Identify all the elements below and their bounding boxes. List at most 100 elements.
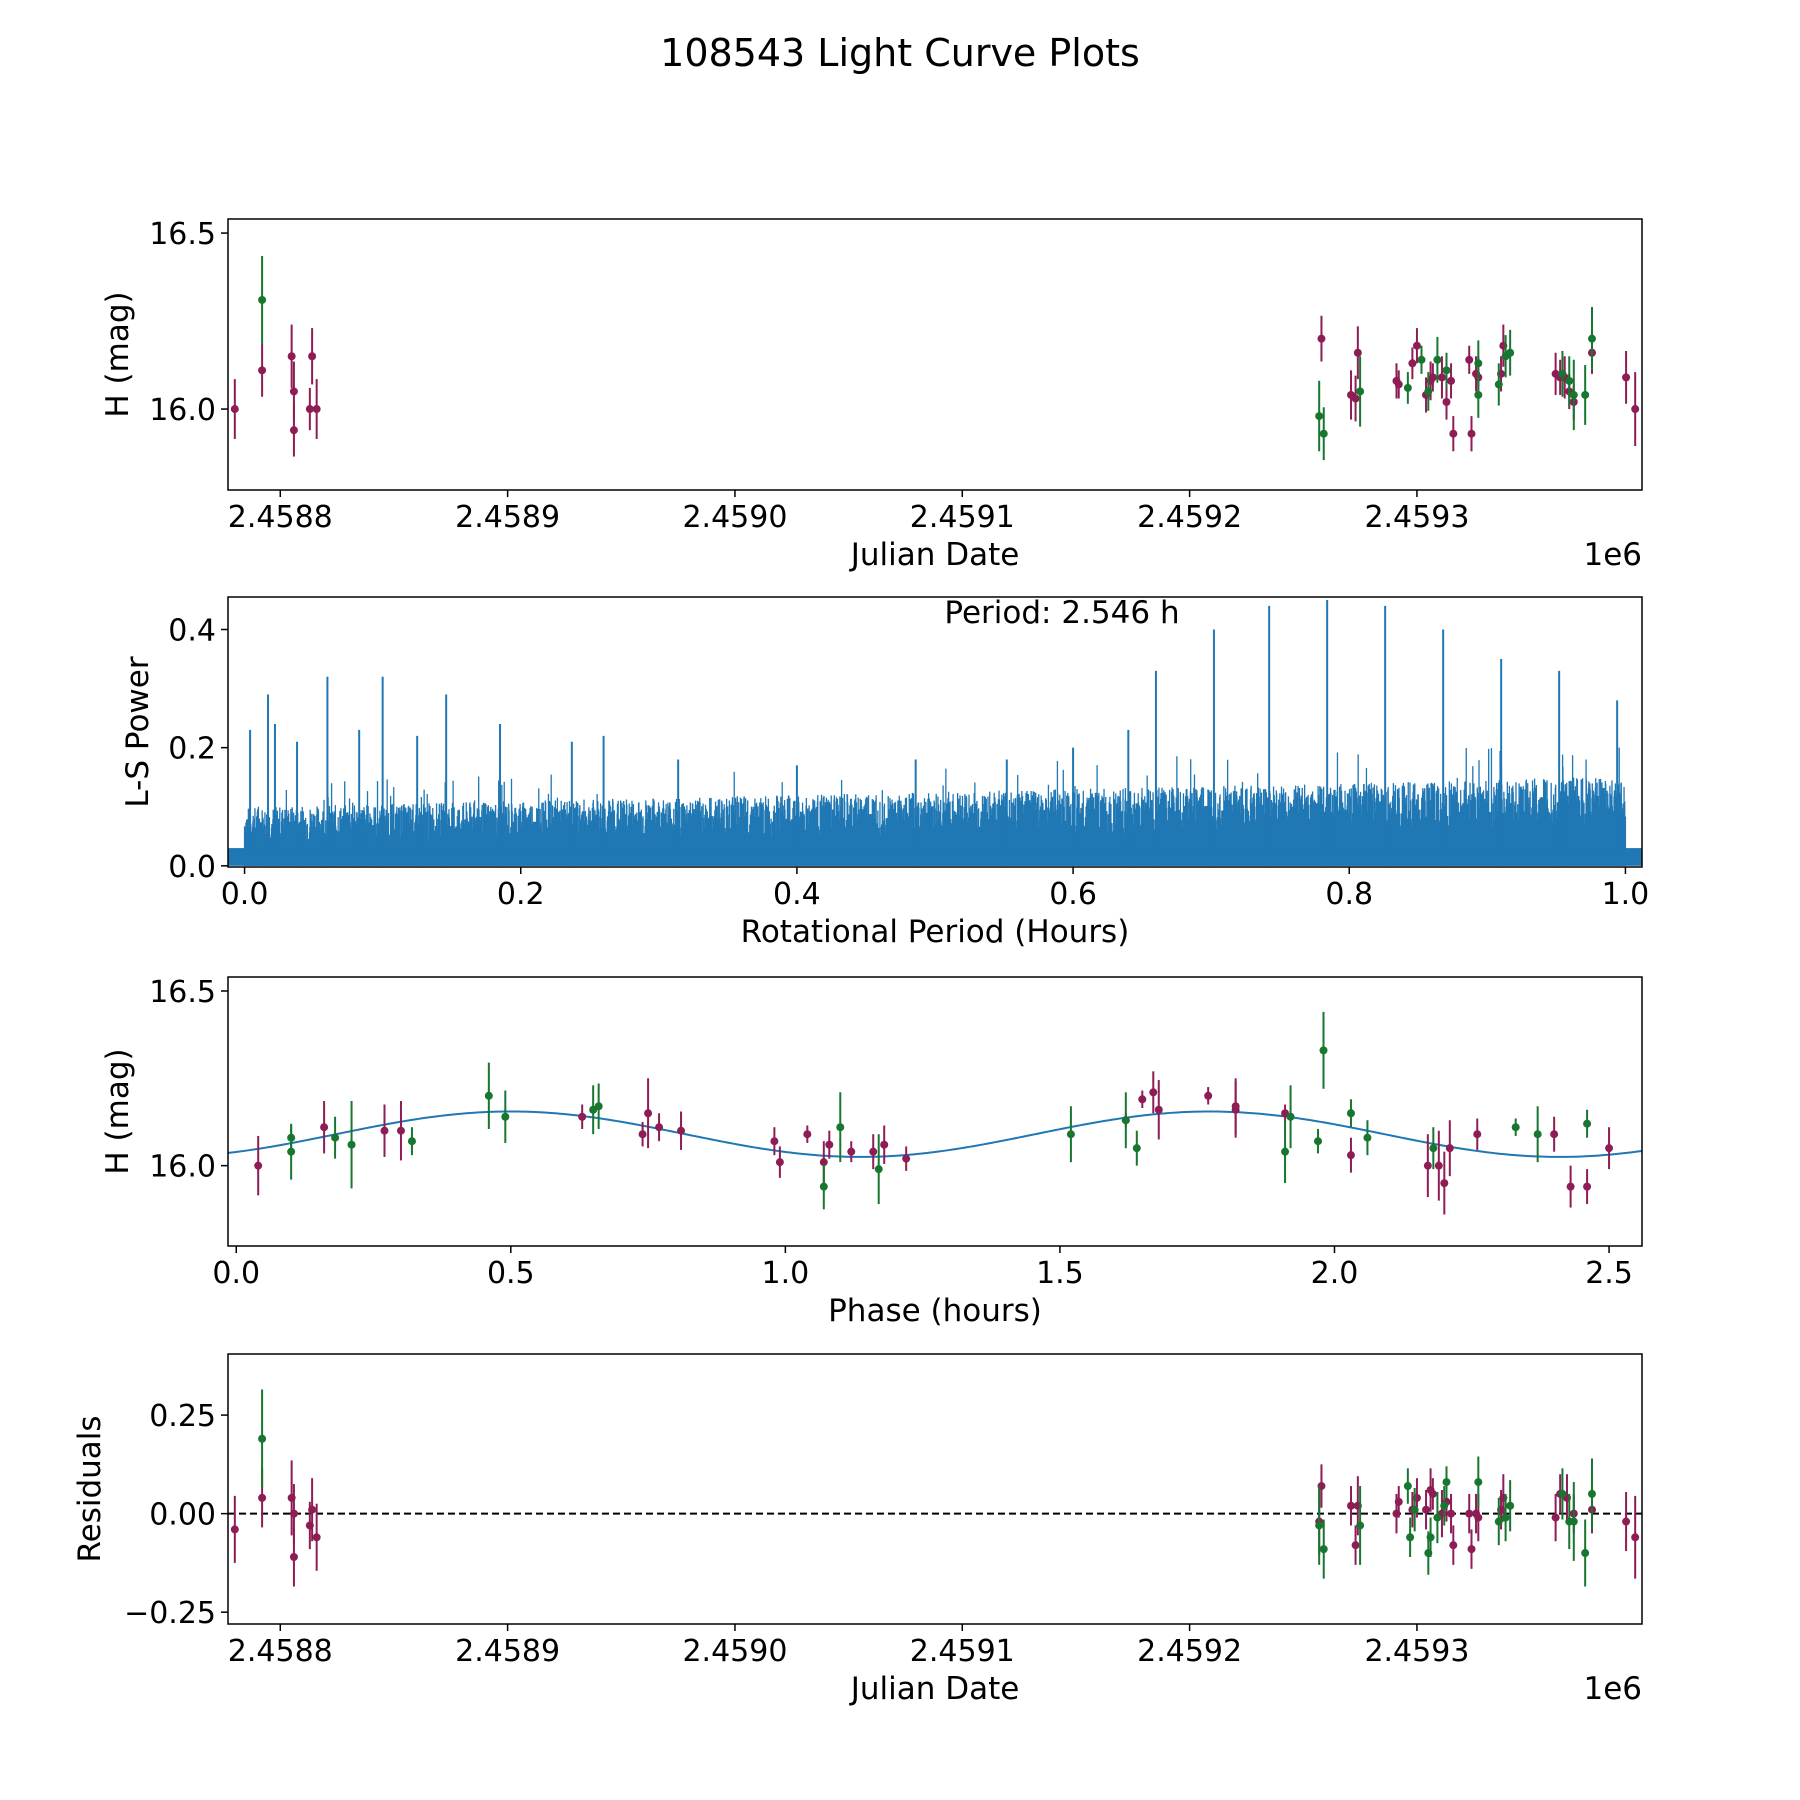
phased-series_b-point-4 xyxy=(407,1137,416,1146)
phased-series_a-point-2 xyxy=(380,1126,389,1135)
lightcurve-series_a-point-1 xyxy=(258,366,267,375)
phased-series_a-point-8 xyxy=(677,1126,686,1135)
lightcurve-series_b-point-1 xyxy=(1315,412,1324,421)
residuals-plot-area xyxy=(228,1389,1642,1587)
residuals-xtick-label-5: 2.4593 xyxy=(1364,1634,1469,1669)
residuals-series_b-point-1 xyxy=(1315,1521,1324,1530)
periodogram-frame xyxy=(227,596,1643,868)
phased-series_a-point-6 xyxy=(644,1109,653,1118)
periodogram-xtick-label-3: 0.6 xyxy=(1049,877,1097,912)
phased-series_a-point-31 xyxy=(1473,1130,1482,1139)
periodogram-ytick-label-2: 0.4 xyxy=(168,613,216,648)
phased-plot-area xyxy=(228,1011,1642,1215)
phased-series_a-point-35 xyxy=(1605,1144,1614,1153)
phased-xtick-label-2: 1.0 xyxy=(762,1256,810,1291)
phased-series_a-point-14 xyxy=(847,1147,856,1156)
residuals-series_a-point-35 xyxy=(1622,1517,1631,1526)
residuals-series_a-point-25 xyxy=(1467,1545,1476,1554)
lightcurve-series_b-point-8 xyxy=(1442,366,1451,375)
lightcurve-series_a-point-22 xyxy=(1449,429,1458,438)
phased-series_a-point-0 xyxy=(254,1161,263,1170)
phased-series_b-point-21 xyxy=(1429,1144,1438,1153)
residuals-xtick-label-0: 2.4588 xyxy=(228,1634,333,1669)
lightcurve-series_b-point-16 xyxy=(1569,390,1578,399)
lightcurve-series_a-point-0 xyxy=(230,405,239,414)
lightcurve-series_a-point-23 xyxy=(1467,429,1476,438)
lightcurve-series_b-point-15 xyxy=(1565,376,1574,385)
residuals-series_a-point-1 xyxy=(258,1493,267,1502)
residuals-series_b-point-13 xyxy=(1494,1517,1503,1526)
lightcurve-series_b-point-9 xyxy=(1474,390,1483,399)
residuals-series_a-point-23 xyxy=(1449,1541,1458,1550)
lightcurve-series_a-point-14 xyxy=(1408,359,1417,368)
residuals-series_a-point-27 xyxy=(1474,1513,1483,1522)
lightcurve-series_b-point-5 xyxy=(1417,355,1426,364)
residuals-series_a-point-3 xyxy=(289,1509,298,1518)
phased-panel: 0.0 0.5 1.0 1.5 2.0 2.5 16.0 16.5 Phase (hours) H… xyxy=(100,975,1643,1329)
phased-series_a-point-33 xyxy=(1566,1182,1575,1191)
residuals-series_b-point-5 xyxy=(1406,1533,1415,1542)
periodogram-ylabel: L-S Power xyxy=(120,656,156,807)
lightcurve-series_b-point-7 xyxy=(1433,355,1442,364)
lightcurve-series_b-point-10 xyxy=(1474,359,1483,368)
residuals-series_b-point-2 xyxy=(1319,1545,1328,1554)
phased-series_a-point-29 xyxy=(1440,1179,1449,1188)
lightcurve-series_a-point-13 xyxy=(1394,380,1403,389)
phased-frame xyxy=(227,976,1643,1247)
lightcurve-panel: 2.4588 2.4589 2.4590 2.4591 2.4592 2.4593 16.0… xyxy=(100,217,1643,573)
residuals-series_b-point-14 xyxy=(1501,1513,1510,1522)
residuals-xlabel: Julian Date xyxy=(849,1671,1020,1707)
residuals-ytick-label-0: −0.25 xyxy=(124,1596,216,1631)
lightcurve-series_a-point-2 xyxy=(287,352,296,361)
figure-title: 108543 Light Curve Plots xyxy=(660,31,1140,75)
residuals-series_a-point-19 xyxy=(1428,1489,1437,1498)
phased-series_a-point-17 xyxy=(902,1154,911,1163)
residuals-series_b-point-10 xyxy=(1442,1478,1451,1487)
lightcurve-series_a-point-26 xyxy=(1465,355,1474,364)
phased-series_b-point-13 xyxy=(1121,1116,1130,1125)
residuals-xtick-label-2: 2.4590 xyxy=(682,1634,787,1669)
phased-series_b-point-10 xyxy=(836,1123,845,1132)
residuals-series_b-point-6 xyxy=(1410,1505,1419,1514)
phased-series_a-point-11 xyxy=(803,1130,812,1139)
residuals-ytick-label-2: 0.25 xyxy=(149,1399,216,1434)
phased-xtick-label-0: 0.0 xyxy=(212,1256,260,1291)
phased-xtick-label-4: 2.0 xyxy=(1311,1256,1359,1291)
periodogram-ytick-label-1: 0.2 xyxy=(168,732,216,767)
phased-series_a-point-24 xyxy=(1231,1102,1240,1111)
lightcurve-xtick-label-1: 2.4589 xyxy=(455,500,560,535)
lightcurve-series_b-point-4 xyxy=(1403,383,1412,392)
phased-series_a-point-21 xyxy=(1154,1105,1163,1114)
phased-series_a-point-16 xyxy=(880,1140,889,1149)
phased-series_b-point-18 xyxy=(1319,1046,1328,1055)
lightcurve-xtick-label-0: 2.4588 xyxy=(228,500,333,535)
lightcurve-frame xyxy=(227,218,1643,491)
phased-ylabel: H (mag) xyxy=(100,1048,136,1174)
phased-series_b-point-24 xyxy=(1583,1119,1592,1128)
phased-series_a-point-28 xyxy=(1434,1161,1443,1170)
periodogram-power-floor xyxy=(228,848,1642,866)
periodogram-xtick-label-2: 0.4 xyxy=(773,877,821,912)
lightcurve-series_a-point-19 xyxy=(1437,373,1446,382)
residuals-series_b-point-20 xyxy=(1587,1489,1596,1498)
lightcurve-ytick-label-0: 16.0 xyxy=(149,393,216,428)
lightcurve-x-offset-label: 1e6 xyxy=(1583,537,1642,573)
lightcurve-xtick-label-3: 2.4591 xyxy=(910,500,1015,535)
phased-series_b-point-3 xyxy=(347,1140,356,1149)
lightcurve-xtick-label-2: 2.4590 xyxy=(682,500,787,535)
panels: 2.4588 2.4589 2.4590 2.4591 2.4592 2.4593 16.0… xyxy=(72,217,1649,1707)
lightcurve-series_a-point-11 xyxy=(1353,348,1362,357)
residuals-series_a-point-17 xyxy=(1422,1505,1431,1514)
lightcurve-series_b-point-11 xyxy=(1494,380,1503,389)
residuals-series_a-point-14 xyxy=(1394,1497,1403,1506)
periodogram-plot-area xyxy=(228,599,1642,866)
phased-series_b-point-14 xyxy=(1132,1144,1141,1153)
residuals-series_b-point-16 xyxy=(1558,1489,1567,1498)
lightcurve-plot-area xyxy=(230,255,1640,461)
lightcurve-series_a-point-5 xyxy=(305,405,314,414)
lightcurve-series_b-point-6 xyxy=(1424,387,1433,396)
lightcurve-series_b-point-3 xyxy=(1356,387,1365,396)
residuals-series_a-point-7 xyxy=(312,1533,321,1542)
phased-series_a-point-27 xyxy=(1423,1161,1432,1170)
